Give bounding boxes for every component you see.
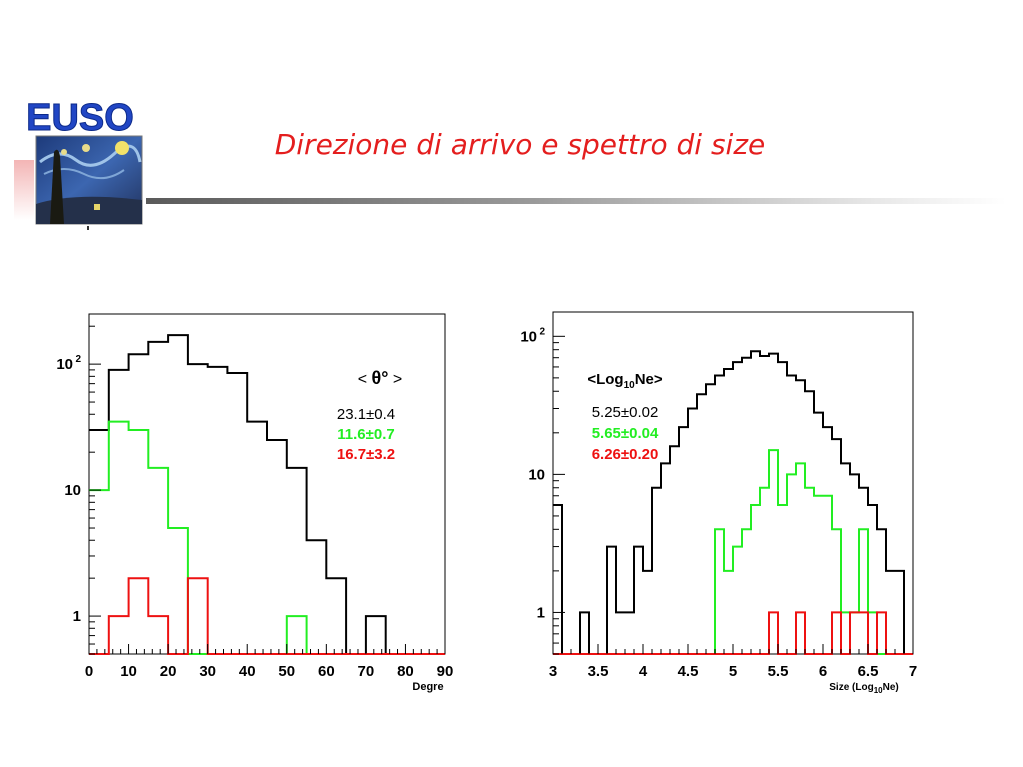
y-tick-label: 1 <box>537 604 545 621</box>
y-tick-label: 10 <box>56 356 73 373</box>
accent-bar <box>14 160 34 220</box>
logo-mark <box>87 226 89 230</box>
y-tick-exponent: 2 <box>539 326 545 337</box>
x-tick-label: 6 <box>819 663 827 680</box>
legend-entry-green: 5.65±0.04 <box>592 425 659 442</box>
series-layer <box>553 350 913 655</box>
legend-header: <Log10Ne> <box>587 371 663 391</box>
x-tick-label: 90 <box>437 663 454 680</box>
histogram-series-0 <box>89 334 445 655</box>
histogram-series-2 <box>553 611 913 655</box>
x-tick-label: 5.5 <box>768 663 789 680</box>
x-tick-label: 60 <box>318 663 335 680</box>
legend-header: < θ° > <box>358 368 403 388</box>
y-tick-label: 10 <box>520 328 537 345</box>
title-divider <box>146 198 1006 204</box>
x-tick-label: 4.5 <box>678 663 699 680</box>
legend-entry-black: 23.1±0.4 <box>337 406 395 423</box>
logo-text: EUSO <box>26 97 134 139</box>
x-tick-label: 80 <box>397 663 414 680</box>
x-tick-label: 0 <box>85 663 93 680</box>
x-axis-label: Size (Log10Ne) <box>829 682 898 695</box>
legend: < θ° > 23.1±0.4 11.6±0.7 16.7±3.2 <box>337 368 402 463</box>
legend-entry-green: 11.6±0.7 <box>337 426 394 443</box>
x-tick-label: 10 <box>120 663 137 680</box>
legend-entry-red: 16.7±3.2 <box>337 446 395 463</box>
slide-title: Direzione di arrivo e spettro di size <box>274 128 766 161</box>
y-tick-label: 10 <box>528 466 545 483</box>
euso-logo: EUSO <box>14 97 143 230</box>
y-tick-exponent: 2 <box>75 354 81 365</box>
legend-entry-black: 5.25±0.02 <box>592 404 659 421</box>
y-tick-label: 10 <box>64 482 81 499</box>
x-tick-label: 5 <box>729 663 737 680</box>
x-tick-label: 50 <box>278 663 295 680</box>
legend-entry-red: 6.26±0.20 <box>592 446 659 463</box>
x-tick-label: 30 <box>199 663 216 680</box>
plot-frame <box>88 313 446 655</box>
x-tick-label: 3 <box>549 663 557 680</box>
legend: <Log10Ne> 5.25±0.02 5.65±0.04 6.26±0.20 <box>587 371 663 463</box>
x-axis-label: Degre <box>412 681 443 693</box>
x-tick-label: 3.5 <box>588 663 609 680</box>
x-tick-label: 6.5 <box>858 663 879 680</box>
x-tick-label: 7 <box>909 663 917 680</box>
x-tick-label: 4 <box>639 663 648 680</box>
painting-thumbnail <box>35 135 143 225</box>
histogram-series-0 <box>553 350 913 655</box>
x-tick-label: 40 <box>239 663 256 680</box>
x-tick-label: 70 <box>358 663 375 680</box>
x-tick-label: 20 <box>160 663 177 680</box>
y-tick-label: 1 <box>73 608 81 625</box>
